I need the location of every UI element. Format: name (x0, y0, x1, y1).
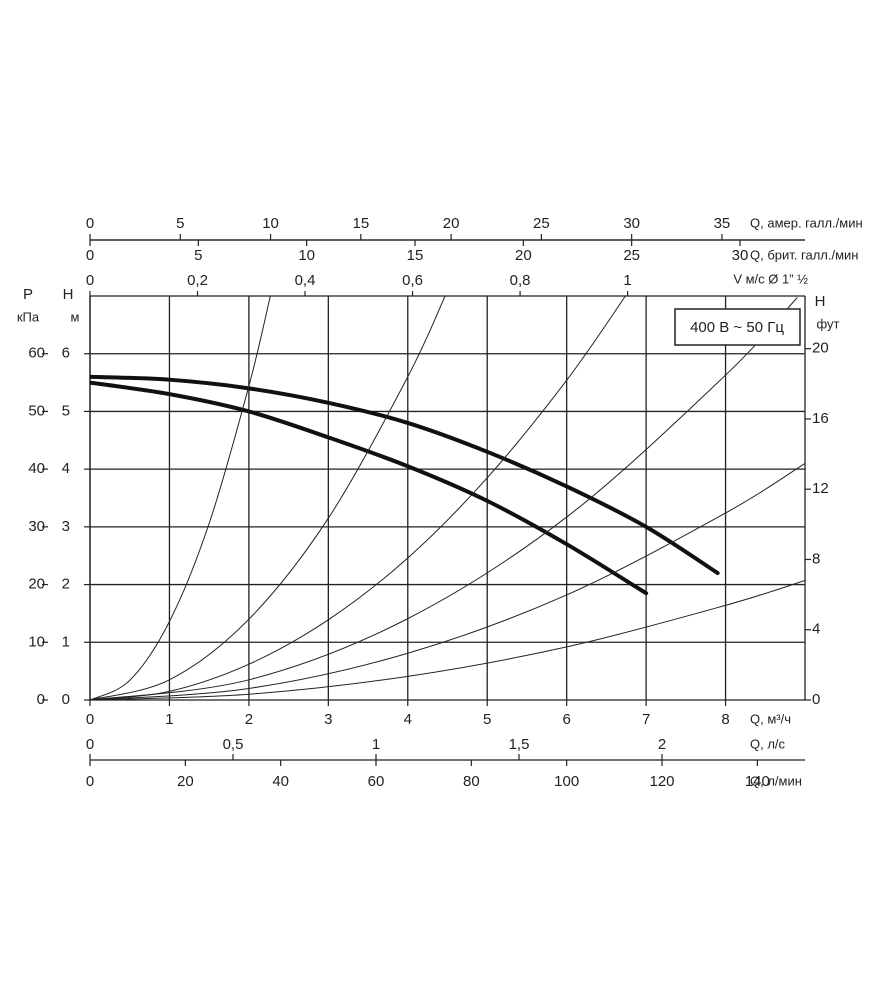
x-tick-label: 0 (86, 215, 94, 232)
x-tick-label: 0 (86, 247, 94, 264)
annotation-box (674, 308, 801, 346)
y-axis-unit: фут (816, 316, 839, 331)
x-axis-title: Q, амер. галл./мин (750, 215, 863, 230)
x-tick-label: 30 (732, 247, 749, 264)
x-tick-label: 3 (324, 711, 332, 728)
y-tick-label: 30 (28, 518, 45, 535)
x-tick-label: 120 (649, 773, 674, 790)
y-tick-label: 60 (28, 345, 45, 362)
x-tick-label: 7 (642, 711, 650, 728)
x-tick-label: 0 (86, 736, 94, 753)
y-tick-label: 1 (62, 633, 70, 650)
y-axis-symbol: H (815, 293, 826, 310)
system-curve (90, 462, 805, 700)
x-axis-title: V м/с Ø 1” ½ (733, 271, 808, 286)
pump-curve (90, 374, 720, 576)
x-tick-label: 20 (177, 773, 194, 790)
y-tick-label: 0 (62, 691, 70, 708)
y-tick-label: 40 (28, 460, 45, 477)
x-tick-label: 10 (262, 215, 279, 232)
y-tick-label: 20 (28, 576, 45, 593)
y-axis-symbol: P (23, 286, 33, 303)
x-tick-label: 5 (483, 711, 491, 728)
x-tick-label: 0 (86, 272, 94, 289)
system-curve (90, 296, 271, 700)
x-tick-label: 0 (86, 773, 94, 790)
x-tick-label: 2 (245, 711, 253, 728)
x-tick-label: 25 (533, 215, 550, 232)
x-tick-label: 1 (165, 711, 173, 728)
x-tick-label: 1 (372, 736, 380, 753)
x-tick-label: 35 (714, 215, 731, 232)
x-tick-label: 5 (176, 215, 184, 232)
y-tick-label: 4 (62, 460, 70, 477)
x-tick-label: 10 (298, 247, 315, 264)
y-tick-label: 0 (812, 691, 820, 708)
system-curve (90, 296, 446, 700)
y-tick-label: 6 (62, 345, 70, 362)
y-axis-symbol: H (63, 286, 74, 303)
x-tick-label: 5 (194, 247, 202, 264)
y-tick-label: 3 (62, 518, 70, 535)
x-axis-title: Q, л/мин (750, 773, 802, 788)
x-tick-label: 0,5 (223, 736, 244, 753)
x-tick-label: 40 (272, 773, 289, 790)
y-tick-label: 8 (812, 550, 820, 567)
x-tick-label: 25 (623, 247, 640, 264)
y-tick-label: 2 (62, 576, 70, 593)
y-tick-label: 16 (812, 410, 829, 427)
x-tick-label: 100 (554, 773, 579, 790)
x-tick-label: 8 (721, 711, 729, 728)
pump-curve (90, 380, 649, 596)
y-axis-unit: м (71, 309, 80, 324)
x-tick-label: 0,6 (402, 272, 423, 289)
x-tick-label: 20 (443, 215, 460, 232)
y-tick-label: 50 (28, 402, 45, 419)
x-tick-label: 140 (745, 773, 770, 790)
x-tick-label: 0,4 (295, 272, 316, 289)
x-tick-label: 0,2 (187, 272, 208, 289)
y-tick-label: 20 (812, 340, 829, 357)
x-axis-title: Q, л/с (750, 736, 786, 751)
x-axis-title: Q, м³/ч (750, 711, 791, 726)
system-curve (90, 296, 626, 700)
x-tick-label: 80 (463, 773, 480, 790)
x-tick-label: 6 (562, 711, 570, 728)
x-tick-label: 15 (407, 247, 424, 264)
x-tick-label: 2 (658, 736, 666, 753)
y-tick-label: 5 (62, 402, 70, 419)
x-tick-label: 60 (368, 773, 385, 790)
x-tick-label: 30 (623, 215, 640, 232)
y-tick-label: 0 (37, 691, 45, 708)
x-tick-label: 15 (352, 215, 369, 232)
x-tick-label: 0 (86, 711, 94, 728)
x-tick-label: 1,5 (509, 736, 530, 753)
x-tick-label: 1 (623, 272, 631, 289)
y-tick-label: 10 (28, 633, 45, 650)
y-tick-label: 4 (812, 621, 820, 638)
system-curve (90, 580, 805, 700)
x-tick-label: 4 (404, 711, 412, 728)
system-curve (90, 297, 798, 700)
x-tick-label: 20 (515, 247, 532, 264)
annotation: 400 В ~ 50 Гц (690, 319, 784, 336)
x-axis-title: Q, брит. галл./мин (750, 247, 858, 262)
y-tick-label: 12 (812, 480, 829, 497)
x-tick-label: 0,8 (510, 272, 531, 289)
y-axis-unit: кПа (17, 309, 40, 324)
